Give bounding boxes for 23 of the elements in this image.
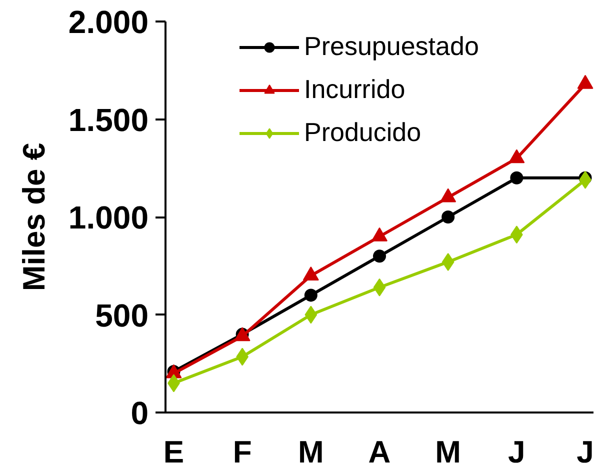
point [373, 250, 386, 263]
point [373, 278, 386, 296]
x-tick-label: M [435, 434, 462, 470]
y-tick-label: 0 [130, 395, 148, 431]
point [510, 171, 524, 184]
point [304, 306, 318, 324]
y-axis-title: Miles de € [16, 142, 52, 292]
x-tick-label: J [576, 434, 594, 470]
legend-label: Producido [304, 117, 422, 148]
y-tick-label: 500 [95, 297, 148, 334]
legend-label: Presupuestado [304, 31, 480, 62]
point [442, 210, 455, 224]
y-tick-label: 1.000 [68, 200, 148, 236]
x-tick-label: M [298, 434, 324, 470]
y-tick-label: 2.000 [68, 4, 148, 40]
x-tick-label: J [508, 434, 526, 470]
point [442, 252, 454, 271]
x-tick-label: F [232, 434, 252, 470]
y-tick-label: 1.500 [68, 102, 148, 138]
point [304, 288, 318, 302]
x-tick-label: A [368, 434, 391, 470]
legend-label: Incurrido [304, 74, 406, 105]
x-tick-label: E [163, 434, 184, 470]
